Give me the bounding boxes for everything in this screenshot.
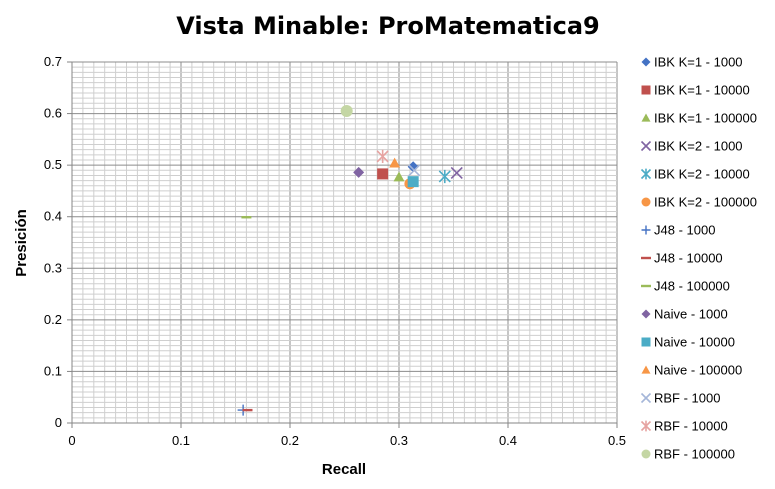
y-axis-label: Presición [13,209,30,277]
y-tick-label: 0.5 [44,157,62,172]
legend-marker [641,113,651,122]
grid [71,61,618,424]
legend-marker [640,392,652,404]
y-tick-label: 0.6 [44,106,62,121]
data-point [376,149,389,163]
x-tick-label: 0 [68,433,75,448]
legend-marker [640,140,652,152]
y-tick-label: 0.4 [44,209,62,224]
x-tick-label: 0.5 [608,433,626,448]
data-point [389,157,401,168]
legend-marker [641,449,651,459]
tick-labels: 0 0.1 0.2 0.3 0.4 0.5 0 0.1 0.2 0.3 0.4 0.5 0.6 0.7 [44,54,626,448]
legend-label: J48 - 10000 [654,251,723,266]
data-point [393,171,405,182]
legend-label: IBK K=1 - 100000 [654,111,757,126]
legend-label: IBK K=2 - 100000 [654,195,757,210]
legend-label: IBK K=1 - 10000 [654,83,750,98]
y-tick-label: 0.1 [44,363,62,378]
legend-marker [641,85,651,95]
legend-label: RBF - 100000 [654,447,735,462]
legend-marker [641,337,651,347]
x-tick-label: 0.4 [499,433,517,448]
legend-marker [641,284,651,288]
legend-marker [641,197,651,207]
data-point [340,104,353,117]
data-point [377,168,389,180]
data-point [407,176,419,188]
x-tick-label: 0.1 [172,433,190,448]
data-point [241,216,252,219]
legend-marker [641,256,651,260]
data-point [353,166,365,178]
data-points [237,104,463,416]
legend-label: RBF - 10000 [654,419,728,434]
legend-label: IBK K=1 - 1000 [654,55,743,70]
legend-label: IBK K=2 - 10000 [654,167,750,182]
legend-label: Naive - 1000 [654,307,728,322]
data-point [438,169,451,184]
x-tick-label: 0.2 [281,433,299,448]
y-tick-label: 0.3 [44,260,62,275]
legend-label: J48 - 100000 [654,279,730,294]
legend-marker [641,365,651,374]
legend-marker [640,168,652,180]
legend-label: Naive - 10000 [654,335,735,350]
legend-label: IBK K=2 - 1000 [654,139,743,154]
legend-marker [641,309,651,319]
y-tick-label: 0 [55,415,62,430]
chart-title: Vista Minable: ProMatematica9 [176,12,599,40]
data-point [242,408,253,412]
legend-label: Naive - 100000 [654,363,742,378]
x-axis-label: Recall [322,461,366,478]
x-tick-label: 0.3 [390,433,408,448]
axes [71,62,617,424]
y-tick-label: 0.2 [44,312,62,327]
legend-marker [641,225,651,235]
legend-marker [641,57,651,67]
data-point [408,164,421,177]
legend-label: J48 - 1000 [654,223,715,238]
y-tick-label: 0.7 [44,54,62,69]
data-point [450,166,463,179]
legend-marker [640,420,652,432]
legend-label: RBF - 1000 [654,391,720,406]
legend: IBK K=1 - 1000 IBK K=1 - 10000 IBK K=1 - 1… [640,55,757,462]
